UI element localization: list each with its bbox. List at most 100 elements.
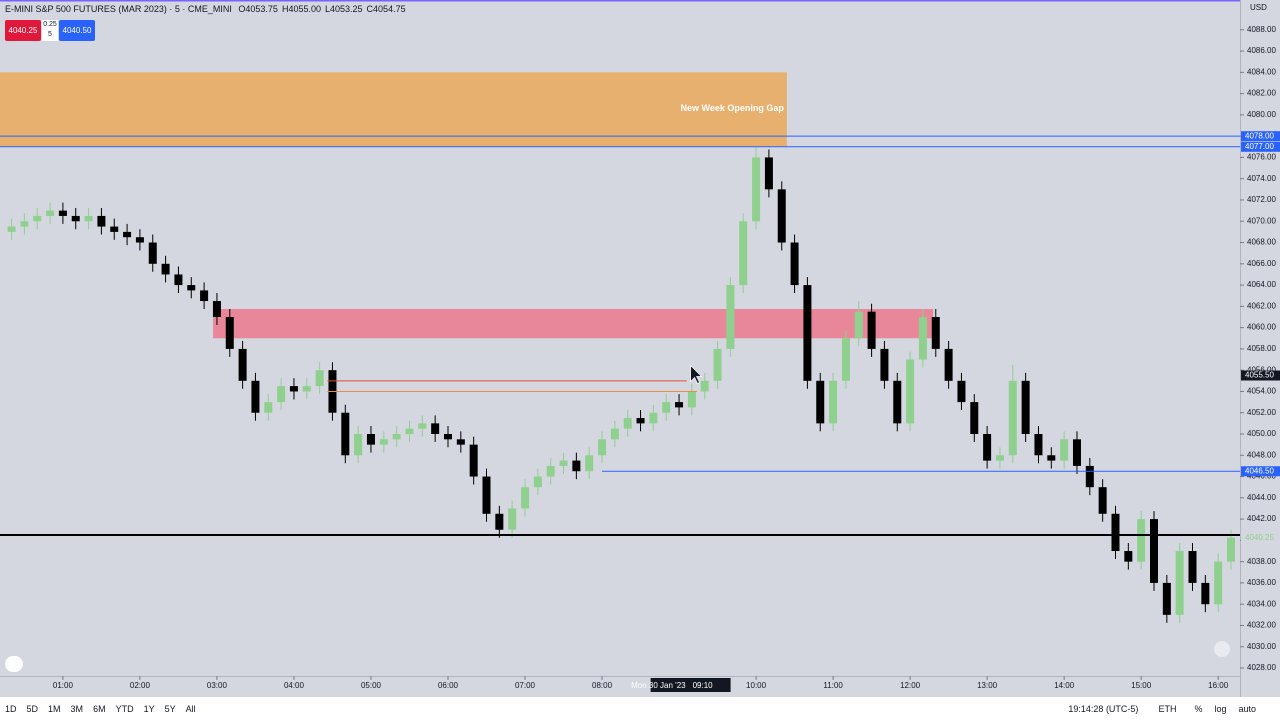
- candle-body: [598, 439, 607, 456]
- buy-button[interactable]: 4040.50: [59, 20, 95, 41]
- x-tick-label: 13:00: [977, 681, 998, 690]
- candle-body: [957, 380, 966, 403]
- candle-body: [251, 380, 260, 413]
- candle-body: [1008, 380, 1017, 456]
- candle-body: [1227, 537, 1236, 562]
- candle-body: [918, 316, 927, 360]
- candle-body: [1149, 519, 1158, 583]
- candle-body: [546, 465, 555, 477]
- scale-option[interactable]: %: [1194, 703, 1203, 714]
- x-tick-label: 15:00: [1131, 681, 1152, 690]
- candle-body: [649, 412, 658, 424]
- candle-body: [1175, 551, 1184, 615]
- range-button[interactable]: 3M: [70, 703, 84, 714]
- spread-qty: 0.25 5: [42, 20, 58, 41]
- y-tick-label: 4036.00: [1247, 578, 1276, 587]
- scroll-button[interactable]: [1214, 641, 1230, 657]
- candle-body: [212, 301, 221, 317]
- y-tick-label: 4030.00: [1247, 642, 1276, 651]
- y-tick-label: 4076.00: [1247, 153, 1276, 162]
- candle-body: [1201, 582, 1210, 605]
- candle-body: [1021, 380, 1030, 435]
- candle-body: [880, 348, 889, 381]
- range-button[interactable]: 1D: [5, 703, 17, 714]
- y-tick-label: 4072.00: [1247, 195, 1276, 204]
- x-tick-label: 01:00: [53, 681, 74, 690]
- x-tick-label: 11:00: [823, 681, 843, 690]
- candle-body: [803, 285, 812, 381]
- candle-body: [161, 263, 170, 275]
- y-tick-label: 4064.00: [1247, 280, 1276, 289]
- candle-body: [623, 418, 632, 429]
- candle-body: [1124, 551, 1133, 562]
- candle-body: [225, 316, 234, 349]
- crosshair-time-bg: [650, 678, 731, 692]
- candle-body: [1111, 513, 1120, 552]
- candle-body: [636, 418, 645, 424]
- candle-body: [752, 157, 761, 222]
- candle-body: [482, 476, 491, 514]
- scale-option[interactable]: log: [1214, 703, 1227, 714]
- candle-body: [46, 210, 55, 216]
- candle-body: [71, 215, 80, 222]
- candle-body: [277, 386, 286, 403]
- range-button[interactable]: 1M: [48, 703, 61, 714]
- y-tick-label: 4066.00: [1247, 259, 1276, 268]
- x-tick-label: 07:00: [515, 681, 536, 690]
- y-tick-label: 4070.00: [1247, 216, 1276, 225]
- candle-body: [777, 189, 786, 243]
- crosshair-date: Mon 30 Jan '23: [631, 681, 686, 690]
- candle-body: [970, 402, 979, 435]
- y-tick-label: 4088.00: [1247, 25, 1276, 34]
- y-tick-label: 4034.00: [1247, 599, 1276, 608]
- range-button[interactable]: All: [185, 703, 196, 714]
- candle-body: [687, 391, 696, 408]
- candle-body: [521, 487, 530, 509]
- clock: 19:14:28 (UTC-5): [1068, 703, 1139, 714]
- y-tick-label: 4086.00: [1247, 46, 1276, 55]
- candle-body: [405, 428, 414, 435]
- range-button[interactable]: 1Y: [143, 703, 155, 714]
- session[interactable]: ETH: [1158, 703, 1177, 714]
- candle-body: [533, 476, 542, 488]
- candle-body: [33, 215, 42, 222]
- crosshair-time: 09:10: [693, 681, 714, 690]
- candle-body: [7, 226, 16, 232]
- candle-body: [443, 434, 452, 440]
- candle-body: [200, 290, 209, 302]
- candle-body: [1085, 465, 1094, 488]
- y-tick-label: 4058.00: [1247, 344, 1276, 353]
- candle-body: [726, 285, 735, 349]
- candle-body: [174, 274, 183, 286]
- cursor: [690, 364, 703, 384]
- crosshair-price-bg: [1241, 370, 1280, 381]
- qty[interactable]: 5: [48, 31, 52, 38]
- candle-body: [58, 210, 67, 216]
- candle-body: [187, 285, 196, 291]
- chart: New Week Opening Gap 4028.00 4030.00 4032.0…: [0, 0, 1280, 697]
- currency[interactable]: USD: [1250, 3, 1267, 12]
- y-tick-label: 4044.00: [1247, 493, 1276, 502]
- y-tick-label: 4062.00: [1247, 301, 1276, 310]
- candle-body: [354, 434, 363, 456]
- zone: [0, 72, 787, 147]
- x-tick-label: 04:00: [284, 681, 305, 690]
- y-tick-label: 4038.00: [1247, 557, 1276, 566]
- candle-body: [1188, 551, 1197, 583]
- sell-button[interactable]: 4040.25: [5, 20, 41, 41]
- y-tick-label: 4082.00: [1247, 89, 1276, 98]
- logo[interactable]: [5, 656, 23, 672]
- range-button[interactable]: 6M: [93, 703, 106, 714]
- ohlc: C4054.75: [366, 4, 406, 14]
- candle-body: [392, 434, 401, 440]
- candle-body: [135, 237, 144, 243]
- range-button[interactable]: YTD: [115, 703, 134, 714]
- y-tick-label: 4054.00: [1247, 387, 1276, 396]
- scale-option[interactable]: auto: [1238, 703, 1256, 714]
- candle-body: [379, 439, 388, 445]
- candle-body: [302, 386, 311, 392]
- x-tick-label: 05:00: [361, 681, 382, 690]
- range-button[interactable]: 5Y: [164, 703, 176, 714]
- range-button[interactable]: 5D: [26, 703, 39, 714]
